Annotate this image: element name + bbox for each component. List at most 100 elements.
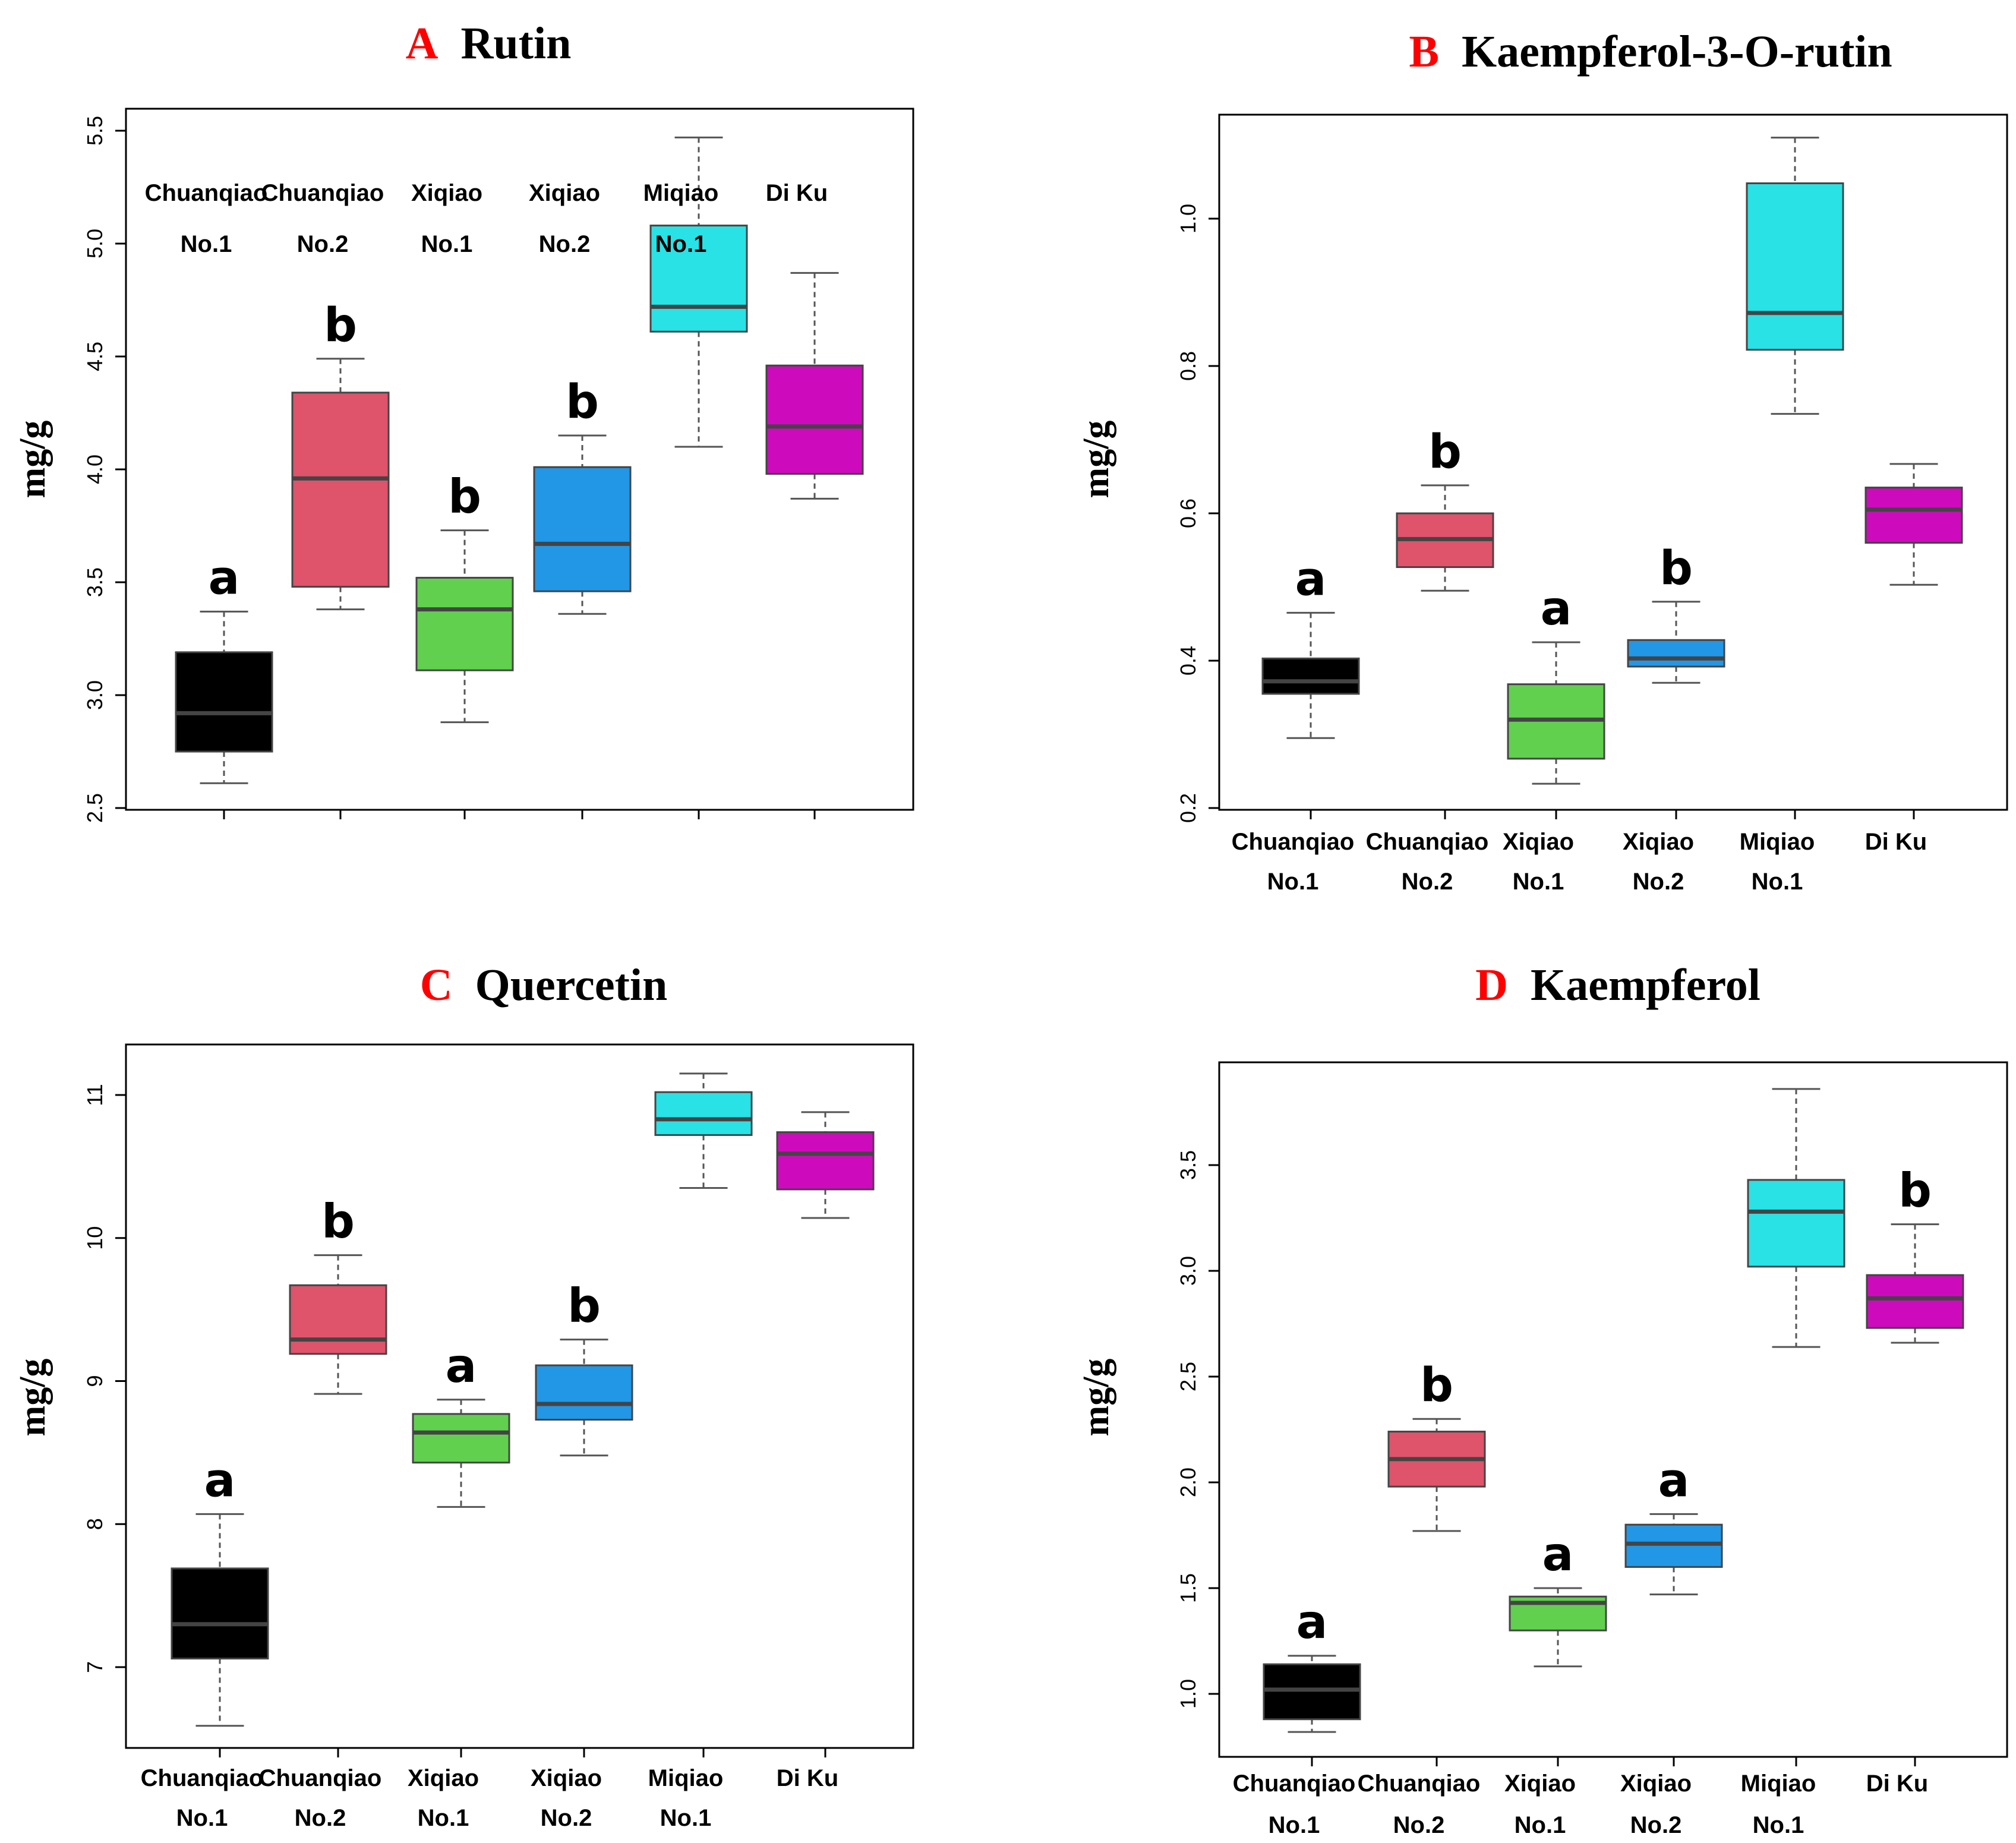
category-label-line1: Chuanqiao	[261, 180, 384, 206]
category-label-line2: No.1	[1267, 869, 1319, 895]
iqr-box	[412, 1413, 510, 1464]
category-label-line2: No.2	[1630, 1812, 1682, 1838]
category-label-line1: Miqiao	[1740, 829, 1815, 855]
category-label-line2: No.2	[1402, 869, 1453, 895]
category-label-line2: No.2	[541, 1805, 592, 1831]
significance-letter: a	[204, 1454, 236, 1507]
panel-title: A Rutin	[406, 18, 572, 68]
category-label-line1: Xiqiao	[531, 1765, 602, 1791]
significance-letter: a	[1658, 1454, 1690, 1507]
y-tick-label: 3.0	[1176, 1256, 1200, 1286]
category-label-line1: Xiqiao	[1504, 1771, 1576, 1797]
y-tick-label: 1.0	[1176, 204, 1200, 233]
significance-letter: b	[321, 1195, 355, 1249]
y-tick-label: 1.0	[1176, 1679, 1200, 1709]
box-1: a	[1261, 553, 1360, 739]
y-tick-label: 11	[83, 1084, 107, 1106]
iqr-box	[1864, 487, 1963, 544]
significance-letter: a	[209, 551, 240, 605]
category-label-line1: Chuanqiao	[1358, 1771, 1481, 1797]
category-label-line2: No.1	[1269, 1812, 1320, 1838]
category-label-line1: Di Ku	[766, 180, 828, 206]
y-tick-label: 2.0	[1176, 1468, 1200, 1497]
iqr-box	[291, 392, 390, 588]
category-label-line2: No.1	[1515, 1812, 1566, 1838]
category-label-line1: Chuanqiao	[1233, 1771, 1356, 1797]
panel-letter: C	[420, 960, 453, 1010]
plot-frame	[125, 108, 914, 811]
iqr-box	[1627, 639, 1725, 668]
y-tick-label: 3.0	[83, 680, 107, 710]
box-3: a	[412, 1340, 510, 1508]
box-4: b	[535, 1280, 633, 1457]
panel-d: D Kaempferol mg/g 1.0 1.5 2.0 2.5 3.0 3.5 a Chuanq…	[1076, 960, 2008, 1838]
y-tick-label: 4.5	[83, 342, 107, 371]
category-label-line1: Xiqiao	[1620, 1771, 1692, 1797]
panel-title-text: Kaempferol	[1531, 960, 1761, 1010]
significance-letter: b	[567, 1280, 601, 1333]
category-label-line2: No.2	[297, 231, 349, 257]
panel-a: A Rutin mg/g 2.5 3.0 3.5 4.0 4.5 5.0 5.5 a Chuanqia…	[12, 18, 914, 823]
category-label-line1: Di Ku	[1865, 829, 1927, 855]
box-6	[1864, 463, 1963, 586]
category-label-line2: No.1	[181, 231, 232, 257]
iqr-box	[1261, 657, 1360, 695]
iqr-box	[1624, 1523, 1723, 1568]
y-tick-label: 0.8	[1176, 351, 1200, 381]
category-label-line2: No.2	[539, 231, 591, 257]
y-tick-label: 5.0	[83, 229, 107, 258]
category-label-line1: Miqiao	[648, 1765, 724, 1791]
y-tick-label: 2.5	[83, 793, 107, 823]
significance-letter: b	[324, 299, 357, 352]
category-label-line2: No.1	[655, 231, 707, 257]
box-2: b	[291, 299, 390, 611]
y-tick-label: 2.5	[1176, 1362, 1200, 1391]
category-label-line2: No.1	[421, 231, 473, 257]
box-1: a	[175, 551, 273, 784]
category-label-line2: No.1	[660, 1805, 712, 1831]
category-label-line2: No.2	[1633, 869, 1684, 895]
box-5	[1746, 137, 1844, 415]
box-5	[649, 136, 748, 448]
significance-letter: b	[1660, 542, 1693, 595]
panel-title: B Kaempferol-3-O-rutin	[1409, 27, 1892, 77]
iqr-box	[415, 576, 514, 671]
y-tick-label: 10	[83, 1226, 107, 1250]
category-label-line2: No.1	[1513, 869, 1564, 895]
y-axis-label: mg/g	[12, 1359, 53, 1437]
box-4: b	[533, 375, 632, 615]
category-label-line1: Chuanqiao	[141, 1765, 264, 1791]
category-label-line1: Xiqiao	[529, 180, 600, 206]
box-1: a	[171, 1454, 269, 1727]
category-label-line1: Xiqiao	[1503, 829, 1574, 855]
box-3: b	[415, 471, 514, 724]
iqr-box	[175, 651, 273, 753]
category-label-line1: Miqiao	[643, 180, 719, 206]
box-2: b	[1396, 425, 1494, 592]
category-label-line1: Chuanqiao	[1366, 829, 1489, 855]
y-axis-label: mg/g	[1076, 1359, 1116, 1437]
panel-b: B Kaempferol-3-O-rutin mg/g 0.2 0.4 0.6 0.8 1.0…	[1076, 27, 2008, 895]
y-tick-label: 0.4	[1176, 646, 1200, 676]
iqr-box	[649, 225, 748, 333]
box-5	[654, 1072, 753, 1189]
category-label-line1: Chuanqiao	[1232, 829, 1355, 855]
iqr-box	[171, 1567, 269, 1660]
box-3: a	[1507, 582, 1605, 785]
y-tick-label: 9	[83, 1375, 107, 1387]
panel-c: C Quercetin mg/g 7 8 9 10 11 a Chuanqiao No.1 b Chua…	[12, 960, 914, 1831]
category-label-line2: No.1	[176, 1805, 228, 1831]
category-label-line1: Chuanqiao	[145, 180, 268, 206]
box-1: a	[1263, 1596, 1361, 1733]
y-tick-label: 5.5	[83, 116, 107, 146]
y-tick-label: 3.5	[83, 567, 107, 597]
panel-title: D Kaempferol	[1475, 960, 1761, 1010]
significance-letter: b	[1898, 1165, 1932, 1218]
category-label-line1: Di Ku	[1866, 1771, 1928, 1797]
significance-letter: b	[1428, 425, 1462, 479]
category-label-line1: Di Ku	[777, 1765, 838, 1791]
y-tick-label: 4.0	[83, 455, 107, 484]
significance-letter: a	[1295, 553, 1327, 606]
significance-letter: b	[566, 375, 599, 429]
y-tick-label: 8	[83, 1518, 107, 1530]
